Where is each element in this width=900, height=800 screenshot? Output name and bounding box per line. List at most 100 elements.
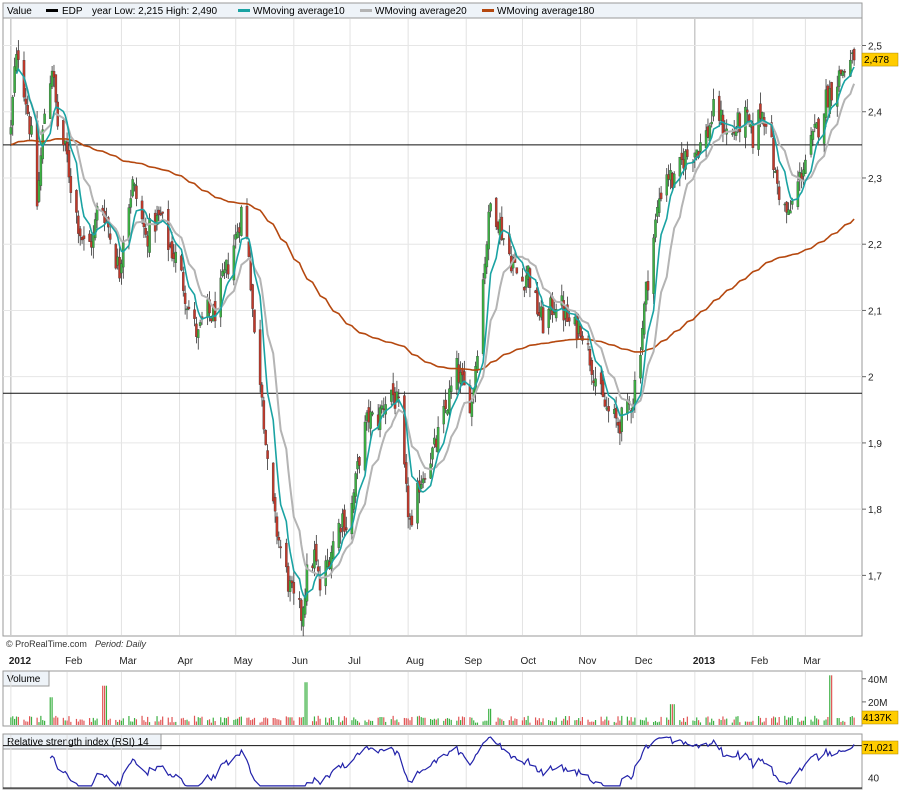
candle-body [449,385,453,392]
candle-body [699,142,702,152]
x-tick-label: Nov [579,656,597,667]
x-tick-label: Aug [406,656,424,667]
y-tick-label: 2 [868,373,874,384]
candle-body [837,70,841,87]
rsi-title: Relative strength index (RSI) 14 [7,737,149,748]
candle-body [483,263,487,279]
candle-body [305,564,309,602]
candle-body [406,485,410,518]
candle-body [659,192,663,200]
candle-body [603,399,607,407]
rsi-line [49,736,855,787]
candle-body [852,48,856,61]
candle-body [93,219,97,239]
candle-body [129,198,133,208]
volume-tick-label: 40M [868,675,887,686]
candle-body [167,209,170,250]
candle-body [710,121,713,125]
candle-body [185,308,189,311]
candle-body [772,138,775,171]
candle-body [515,267,519,274]
candle-body [187,306,191,309]
candle-body [266,450,269,459]
candle-body [258,329,262,385]
x-tick-label: Sep [464,656,482,667]
candle-body [223,269,226,274]
candle-body [405,462,408,484]
legend-edp-swatch [46,9,58,12]
legend-ma180-swatch [482,9,494,12]
candle-body [193,309,196,319]
candle-body [301,607,305,627]
x-tick-label: Apr [178,656,194,667]
candle-body [843,71,847,73]
candle-body [423,478,427,480]
candle-body [470,401,474,417]
volume-y-axis: 40M 20M [862,675,887,709]
legend-ma10-swatch [238,9,250,12]
y-tick-label: 1,7 [868,571,882,582]
volume-bars [10,675,855,725]
candle-body [588,349,592,366]
candle-body [442,406,445,425]
candle-body [751,123,755,148]
candle-body [245,206,249,239]
candlesticks [9,40,856,637]
candle-body [77,215,80,234]
x-tick-label: Jun [292,656,308,667]
candle-body [286,566,290,592]
candle-body [757,109,760,150]
candle-body [262,400,266,430]
y-tick-label: 2,5 [868,41,882,52]
candle-body [219,277,222,318]
candle-body [337,522,341,548]
candle-body [601,380,605,397]
candle-body [665,174,668,196]
y-tick-label: 2,4 [868,108,882,119]
candle-body [180,255,183,271]
volume-last-label: 4137K [863,713,892,724]
candle-body [170,241,174,259]
candle-body [614,408,618,419]
candle-body [17,50,20,60]
candle-body [644,281,648,305]
candle-body [390,389,393,402]
candle-body [331,541,335,560]
candle-body [285,542,288,568]
volume-panel [2,670,863,727]
candle-body [521,276,524,282]
candle-body [213,301,217,322]
x-tick-label: Mar [803,656,821,667]
candle-body [554,308,558,319]
candle-body [290,580,294,584]
candle-body [65,141,69,155]
candle-body [444,399,447,409]
rsi-last-badge [861,740,899,755]
candle-body [144,228,148,235]
candle-body [198,322,202,326]
candle-body [30,125,33,135]
y-tick-label: 2,2 [868,240,882,251]
candle-body [777,186,781,200]
candle-body [75,190,78,213]
candle-body [67,150,71,178]
candle-body [391,383,395,396]
candle-body [52,71,56,78]
candle-body [350,503,354,535]
candle-body [528,268,532,288]
candle-body [232,245,236,281]
last-price-badge [861,52,899,67]
x-tick-label: Mar [119,656,137,667]
price-panel [2,2,863,637]
ma20-line [23,76,856,580]
candle-body [48,83,52,119]
candle-body [759,103,762,119]
candle-body [641,328,644,350]
candle-body [403,395,406,465]
y-tick-label: 2,3 [868,174,882,185]
x-tick-label: May [234,656,253,667]
candle-body [796,181,800,207]
legend-ma20-label: WMoving average20 [375,6,467,17]
candle-body [652,237,655,294]
candle-body [95,206,99,221]
